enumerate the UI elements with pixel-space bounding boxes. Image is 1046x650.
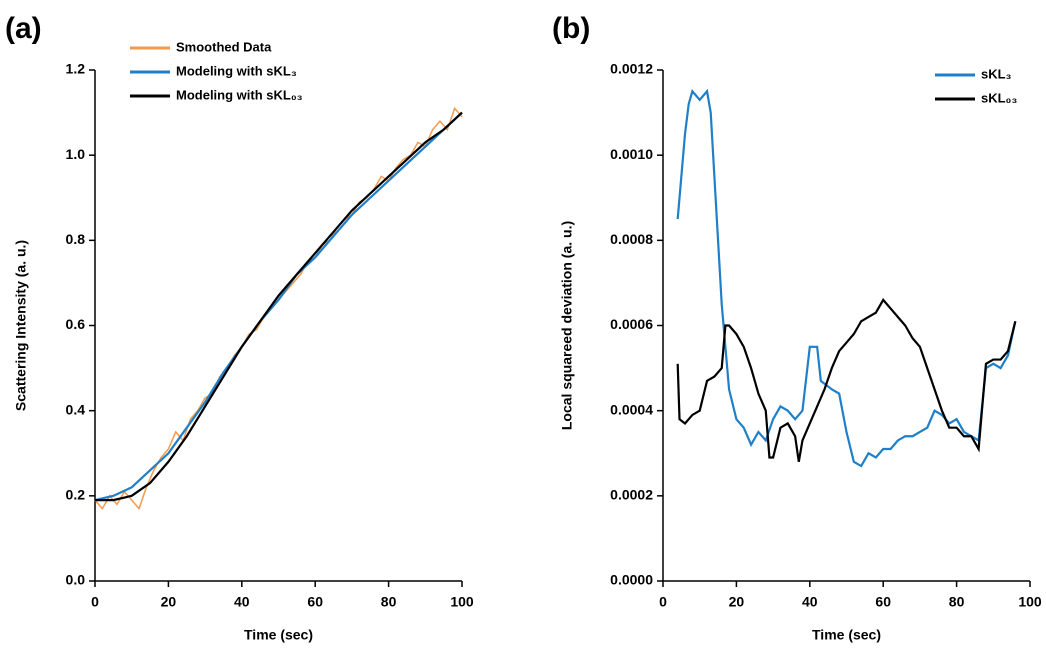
y-tick-label: 0.0	[66, 572, 86, 588]
series-line	[94, 111, 463, 502]
y-tick-label: 0.0008	[610, 231, 653, 247]
y-tick-label: 0.6	[66, 316, 86, 332]
x-tick-label: 100	[1018, 594, 1042, 610]
y-tick-label: 0.0004	[610, 401, 653, 417]
x-tick-label: 80	[381, 594, 397, 610]
legend-label: Modeling with sKL₀₃	[176, 87, 303, 102]
x-axis-label: Time (sec)	[812, 627, 881, 643]
y-tick-label: 0.2	[66, 487, 86, 503]
y-tick-label: 1.2	[66, 61, 86, 77]
x-tick-label: 0	[659, 594, 667, 610]
x-tick-label: 80	[949, 594, 965, 610]
legend-label: sKL₀₃	[981, 90, 1017, 105]
y-tick-label: 0.4	[66, 401, 86, 417]
y-tick-label: 0.8	[66, 231, 86, 247]
y-tick-label: 0.0006	[610, 316, 653, 332]
y-tick-label: 0.0000	[610, 572, 653, 588]
series-line	[95, 111, 463, 502]
panel-label: (a)	[5, 12, 42, 45]
y-axis-label: Local squareed deviation (a. u.)	[559, 221, 575, 430]
y-tick-label: 0.0012	[610, 61, 653, 77]
y-tick-label: 0.0010	[610, 146, 653, 162]
x-tick-label: 40	[802, 594, 818, 610]
x-tick-label: 20	[729, 594, 745, 610]
series-line	[94, 106, 463, 511]
y-tick-label: 1.0	[66, 146, 86, 162]
legend-label: sKL₃	[981, 66, 1012, 81]
legend-label: Smoothed Data	[176, 39, 272, 54]
panel-label: (b)	[552, 12, 590, 45]
y-axis-label: Scattering Intensity (a. u.)	[13, 240, 29, 411]
legend-label: Modeling with sKL₃	[176, 63, 297, 78]
series-line	[676, 298, 1017, 462]
x-tick-label: 20	[161, 594, 177, 610]
x-tick-label: 40	[234, 594, 250, 610]
x-tick-label: 100	[450, 594, 474, 610]
y-tick-label: 0.0002	[610, 487, 653, 503]
x-tick-label: 60	[875, 594, 891, 610]
x-tick-label: 60	[307, 594, 323, 610]
x-tick-label: 0	[91, 594, 99, 610]
x-axis-label: Time (sec)	[244, 627, 313, 643]
series-line	[676, 88, 1017, 468]
